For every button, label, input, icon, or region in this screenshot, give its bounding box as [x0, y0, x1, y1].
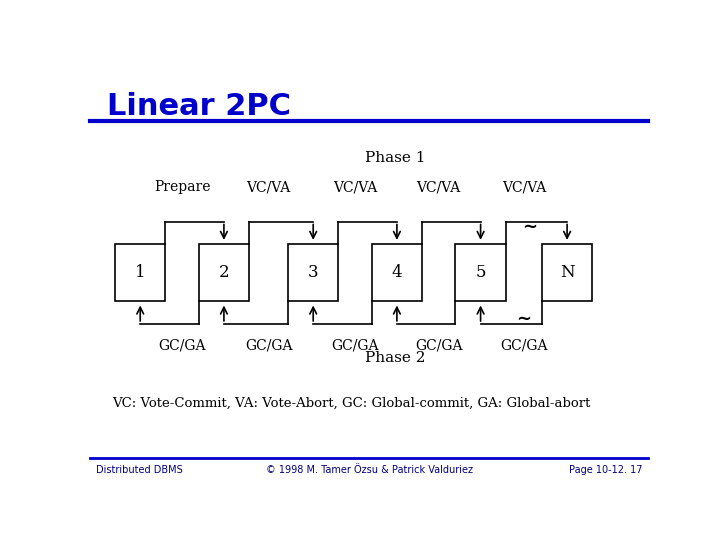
Text: ∼: ∼	[522, 218, 537, 235]
Text: Prepare: Prepare	[154, 180, 210, 194]
FancyBboxPatch shape	[115, 245, 166, 301]
Text: 3: 3	[308, 264, 318, 281]
Text: 4: 4	[392, 264, 402, 281]
Text: VC/VA: VC/VA	[246, 180, 291, 194]
Text: GC/GA: GC/GA	[415, 339, 462, 353]
Text: VC/VA: VC/VA	[333, 180, 377, 194]
Text: Page 10-12. 17: Page 10-12. 17	[569, 465, 642, 475]
FancyBboxPatch shape	[542, 245, 592, 301]
FancyBboxPatch shape	[288, 245, 338, 301]
Text: GC/GA: GC/GA	[158, 339, 206, 353]
Text: VC/VA: VC/VA	[417, 180, 461, 194]
FancyBboxPatch shape	[199, 245, 249, 301]
Text: © 1998 M. Tamer Özsu & Patrick Valduriez: © 1998 M. Tamer Özsu & Patrick Valduriez	[266, 465, 472, 475]
Text: GC/GA: GC/GA	[245, 339, 292, 353]
Text: Linear 2PC: Linear 2PC	[107, 92, 291, 121]
Text: 2: 2	[219, 264, 229, 281]
Text: N: N	[559, 264, 575, 281]
Text: 5: 5	[475, 264, 486, 281]
Text: 1: 1	[135, 264, 145, 281]
Text: VC: Vote-Commit, VA: Vote-Abort, GC: Global-commit, GA: Global-abort: VC: Vote-Commit, VA: Vote-Abort, GC: Glo…	[112, 397, 590, 410]
Text: Phase 2: Phase 2	[365, 351, 426, 365]
Text: GC/GA: GC/GA	[331, 339, 379, 353]
Text: ∼: ∼	[516, 310, 531, 328]
FancyBboxPatch shape	[456, 245, 505, 301]
Text: VC/VA: VC/VA	[502, 180, 546, 194]
Text: GC/GA: GC/GA	[500, 339, 548, 353]
Text: Distributed DBMS: Distributed DBMS	[96, 465, 182, 475]
Text: Phase 1: Phase 1	[365, 151, 426, 165]
FancyBboxPatch shape	[372, 245, 422, 301]
